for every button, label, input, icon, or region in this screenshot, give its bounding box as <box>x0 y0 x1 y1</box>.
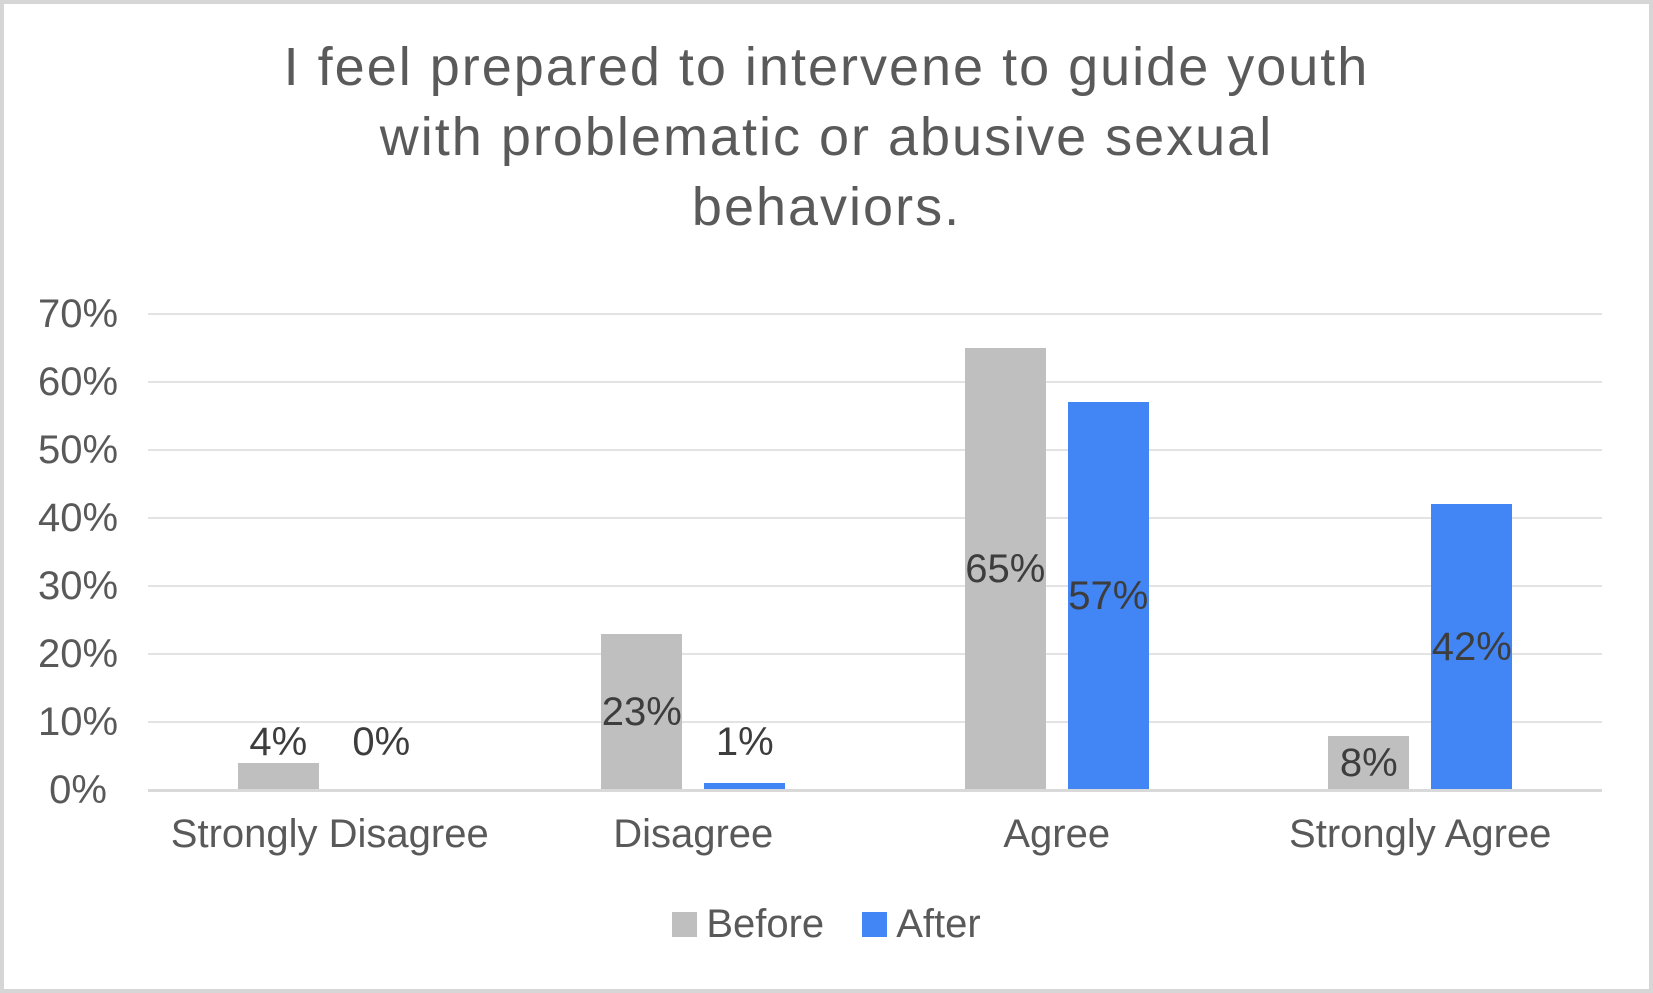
chart-title: I feel prepared to intervene to guide yo… <box>4 32 1649 242</box>
gridline <box>148 585 1602 587</box>
legend-swatch-before <box>672 912 698 937</box>
gridline <box>148 653 1602 655</box>
bar-value-label-after: 57% <box>1068 574 1149 618</box>
legend-item-before: Before <box>672 902 824 947</box>
bar-after <box>1431 504 1513 790</box>
gridline <box>148 721 1602 723</box>
x-axis-category-label: Disagree <box>613 812 774 856</box>
y-axis-tick-label: 10% <box>37 700 119 744</box>
bar-value-label-before: 65% <box>965 547 1046 591</box>
y-axis-tick-label: 0% <box>49 768 107 812</box>
x-axis-category-label: Strongly Disagree <box>170 812 489 856</box>
y-axis-tick-label: 20% <box>37 632 119 676</box>
legend-item-after: After <box>862 902 981 947</box>
bar-value-label-before: 4% <box>249 720 308 764</box>
gridline <box>148 517 1602 519</box>
gridline <box>148 381 1602 383</box>
legend-swatch-after <box>862 912 888 937</box>
legend-label-after: After <box>896 902 981 946</box>
bar-before <box>1328 736 1410 790</box>
x-axis-category-label: Strongly Agree <box>1289 812 1552 856</box>
bar-before <box>601 634 683 790</box>
bar-value-label-after: 0% <box>352 720 411 764</box>
y-axis-tick-label: 70% <box>37 292 119 336</box>
y-axis-tick-label: 30% <box>37 564 119 608</box>
bar-after <box>1067 402 1149 790</box>
x-axis-category-label: Agree <box>1003 812 1111 856</box>
gridline <box>148 449 1602 451</box>
gridline <box>148 313 1602 315</box>
y-axis-tick-label: 60% <box>37 360 119 404</box>
chart-title-line: with problematic or abusive sexual <box>379 107 1274 167</box>
legend-label-before: Before <box>706 902 825 946</box>
bar-value-label-before: 8% <box>1339 741 1398 785</box>
chart-title-line: behaviors. <box>691 177 962 237</box>
y-axis-tick-label: 40% <box>37 496 119 540</box>
bar-value-label-after: 42% <box>1431 625 1512 669</box>
legend: Before After <box>4 902 1649 947</box>
x-axis-line <box>148 789 1602 792</box>
bar-before <box>964 348 1046 790</box>
bar-after <box>704 783 786 790</box>
chart-title-line: I feel prepared to intervene to guide yo… <box>283 37 1370 97</box>
y-axis-tick-label: 50% <box>37 428 119 472</box>
bar-value-label-after: 1% <box>715 720 774 764</box>
bar-before <box>237 763 319 790</box>
bar-value-label-before: 23% <box>601 690 682 734</box>
